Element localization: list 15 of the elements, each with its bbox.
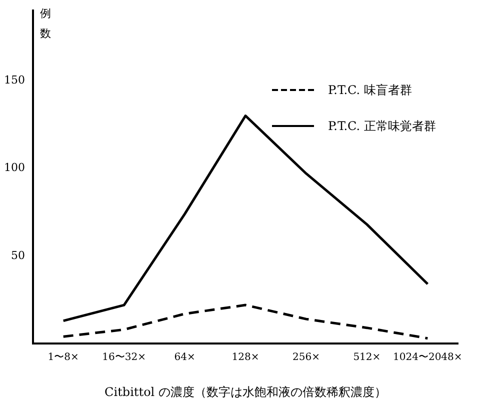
y-tick-label: 150 bbox=[4, 74, 25, 87]
x-tick-label: 64× bbox=[174, 352, 196, 364]
y-axis-title: 例数 bbox=[40, 6, 52, 42]
y-tick-label: 50 bbox=[10, 248, 25, 262]
x-tick-label: 256× bbox=[292, 352, 320, 364]
legend-label: P.T.C. 正常味覚者群 bbox=[328, 118, 436, 134]
legend-label: P.T.C. 味盲者群 bbox=[328, 82, 412, 98]
line-series bbox=[62, 304, 429, 340]
y-tick-label: 100 bbox=[4, 161, 25, 174]
x-tick-label: 512× bbox=[353, 352, 381, 364]
x-tick-label: 1024〜2048× bbox=[393, 352, 462, 364]
x-axis-title: Citbittol の濃度（数字は水飽和液の倍数稀釈濃度） bbox=[104, 384, 386, 399]
x-tick-label: 128× bbox=[232, 352, 260, 364]
x-tick-label: 1〜8× bbox=[48, 352, 79, 364]
x-tick-label: 16〜32× bbox=[102, 352, 146, 364]
